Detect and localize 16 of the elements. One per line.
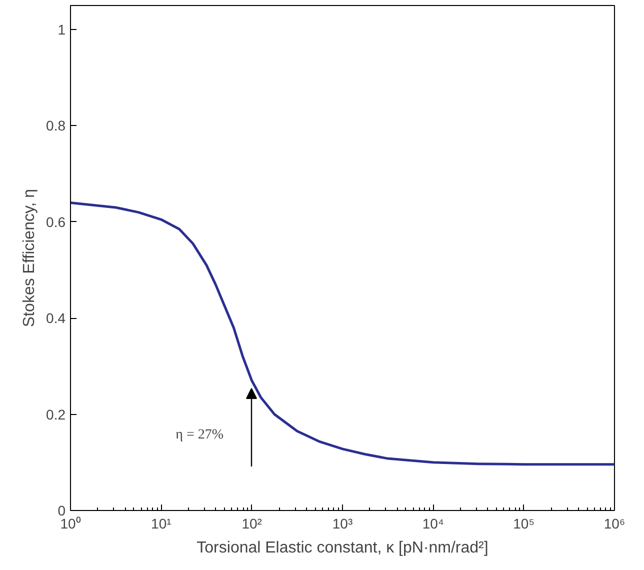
- y-tick-label: 1: [58, 22, 66, 38]
- x-tick-label: 10⁴: [422, 516, 444, 532]
- x-tick-label: 10⁰: [60, 516, 81, 532]
- y-axis-title: Stokes Efficiency, η: [21, 188, 38, 328]
- y-tick-label: 0.2: [46, 406, 66, 422]
- y-tick-label: 0.8: [46, 118, 66, 134]
- y-tick-label: 0: [58, 502, 66, 518]
- annotation: η = 27%: [176, 428, 224, 442]
- x-tick-label: 10²: [242, 516, 262, 532]
- x-tick-label: 10⁶: [604, 516, 626, 532]
- x-tick-label: 10¹: [151, 516, 172, 532]
- y-tick-label: 0.6: [46, 214, 66, 230]
- y-tick-label: 0.4: [46, 310, 66, 326]
- x-axis-title: Torsional Elastic constant, κ [pN·nm/rad²]: [196, 540, 488, 556]
- x-tick-label: 10³: [332, 516, 353, 532]
- x-tick-label: 10⁵: [513, 516, 535, 532]
